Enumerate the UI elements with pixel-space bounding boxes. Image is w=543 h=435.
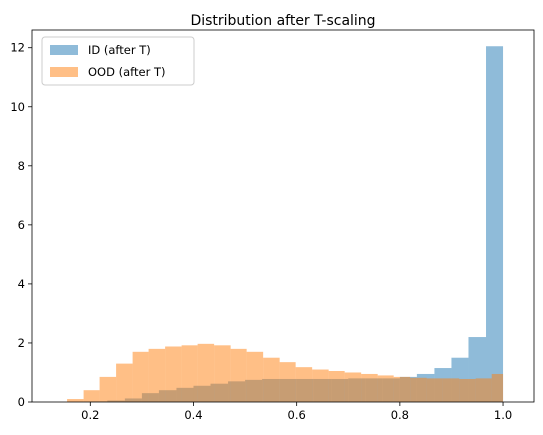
histogram-bar [83,390,100,402]
y-tick-label: 6 [18,218,25,232]
chart-title: Distribution after T-scaling [190,13,375,29]
histogram-bar [486,46,504,402]
y-tick-label: 2 [18,336,25,350]
x-tick-label: 0.6 [288,408,306,422]
histogram-bar [148,348,166,402]
histogram-bar [442,378,460,402]
histogram-bar [230,348,247,402]
histogram-bar [99,376,117,402]
plot-frame [31,29,535,403]
histogram-bar [377,375,394,402]
histogram-bar [475,378,492,402]
legend-label: OOD (after T) [88,65,165,79]
histogram-bar [344,372,362,402]
histogram-bar [459,378,476,402]
histogram-bar [214,345,231,402]
histogram-bar [197,343,215,402]
histogram-bar [116,363,133,402]
legend-label: ID (after T) [88,43,151,57]
legend-swatch [50,45,78,55]
histogram-bar [263,357,280,402]
histogram-bar [312,369,329,402]
histogram-bar [426,378,443,402]
histogram-bar [393,376,411,402]
histogram-bar [181,345,198,402]
y-tick-label: 12 [10,41,25,55]
y-tick-label: 4 [18,277,25,291]
histogram-bar [328,371,345,402]
x-tick-label: 1.0 [494,408,512,422]
histogram-bar [295,367,313,402]
histogram-bar [165,346,182,402]
histogram-bar [410,377,427,402]
histogram-bar [67,399,84,402]
x-tick-label: 0.4 [184,408,202,422]
y-tick-label: 8 [18,159,25,173]
x-tick-label: 0.8 [391,408,409,422]
legend-frame [41,36,195,86]
series-2 [67,343,504,402]
y-tick-label: 0 [18,395,25,409]
histogram-bar [246,351,264,402]
histogram-bar [361,373,378,402]
axes-layer: 0.2 0.4 0.6 0.8 1.0 0 2 4 6 8 10 12 [10,41,512,422]
histogram-bar [491,373,504,402]
histogram-bar [279,362,296,402]
y-tick-label: 10 [10,100,25,114]
series-1 [90,46,504,402]
legend: ID (after T) OOD (after T) [41,36,195,86]
histogram-bar [132,351,149,402]
legend-swatch [50,67,78,77]
bars-layer [67,46,504,402]
x-tick-label: 0.2 [81,408,99,422]
